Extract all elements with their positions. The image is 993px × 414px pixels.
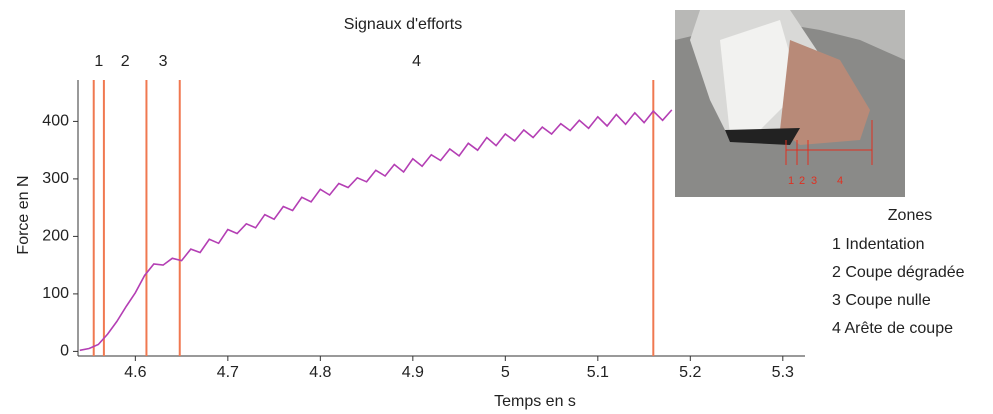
legend-title: Zones: [888, 207, 932, 224]
zone-label: 3: [159, 53, 168, 70]
zone-label: 2: [121, 53, 130, 70]
x-tick-label: 4.9: [402, 364, 424, 381]
y-tick-label: 100: [42, 285, 69, 302]
force-line: [79, 109, 673, 352]
x-tick-label: 4.7: [217, 364, 239, 381]
y-tick-label: 200: [42, 228, 69, 245]
x-tick-label: 5: [501, 364, 510, 381]
x-tick-label: 5.3: [772, 364, 794, 381]
y-tick-label: 0: [60, 343, 69, 360]
legend-item: 2 Coupe dégradée: [832, 264, 965, 281]
x-axis-label: Temps en s: [494, 393, 576, 410]
y-tick-label: 300: [42, 170, 69, 187]
chart-title: Signaux d'efforts: [344, 16, 462, 33]
legend-item: 4 Arête de coupe: [832, 320, 953, 337]
photo-label: 1: [788, 175, 794, 187]
y-tick-label: 400: [42, 113, 69, 130]
photo-label: 2: [799, 175, 805, 187]
x-tick-label: 5.1: [587, 364, 609, 381]
photo-label: 3: [811, 175, 817, 187]
x-tick-label: 5.2: [679, 364, 701, 381]
drill-photo: [675, 10, 905, 197]
zone-label: 1: [94, 53, 103, 70]
y-axis-label: Force en N: [15, 175, 32, 254]
x-tick-label: 4.6: [124, 364, 146, 381]
photo-label: 4: [837, 175, 843, 187]
x-tick-label: 4.8: [309, 364, 331, 381]
legend-item: 1 Indentation: [832, 236, 925, 253]
legend-item: 3 Coupe nulle: [832, 292, 931, 309]
zone-label: 4: [412, 53, 421, 70]
